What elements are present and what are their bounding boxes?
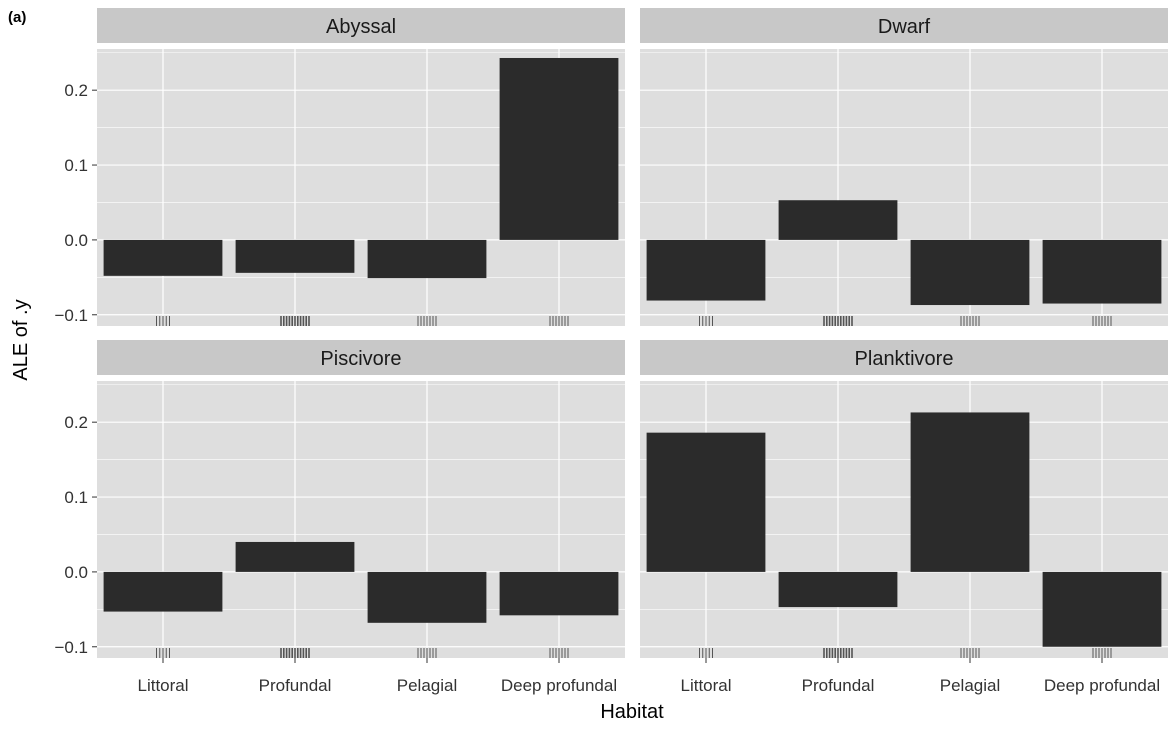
- y-tick-label: 0.1: [64, 156, 88, 175]
- bar-piscivore-pelagial: [367, 571, 487, 623]
- facet-abyssal: Abyssal −0.1 0.0 0.1 0.2: [54, 8, 625, 326]
- rug-pelagial: [960, 648, 980, 658]
- bar-planktivore-deep-profundal: [1042, 571, 1162, 647]
- bar-dwarf-pelagial: [910, 239, 1030, 306]
- y-tick-label: −0.1: [54, 638, 88, 657]
- bar-planktivore-pelagial: [910, 412, 1030, 572]
- rug-deep-profundal: [1092, 316, 1112, 326]
- bar-abyssal-pelagial: [367, 239, 487, 279]
- y-tick-label: 0.1: [64, 488, 88, 507]
- bar-piscivore-profundal: [235, 541, 355, 572]
- y-tick-label: −0.1: [54, 306, 88, 325]
- facet-title: Piscivore: [320, 348, 401, 370]
- bar-dwarf-profundal: [778, 200, 898, 240]
- rug-profundal: [823, 316, 853, 326]
- rug-deep-profundal: [1092, 648, 1112, 658]
- bar-abyssal-littoral: [103, 239, 223, 276]
- facet-title: Planktivore: [855, 348, 954, 370]
- rug-pelagial: [960, 316, 980, 326]
- rug-pelagial: [417, 316, 437, 326]
- bar-piscivore-littoral: [103, 571, 223, 612]
- rug-littoral: [156, 648, 170, 658]
- x-tick-label: Pelagial: [940, 676, 1001, 695]
- facet-panels: Abyssal −0.1 0.0 0.1 0.2 Dwarf Piscivore −0.1 0.…: [54, 8, 1168, 695]
- panel-label: (a): [8, 9, 26, 26]
- facet-dwarf: Dwarf: [640, 8, 1168, 326]
- facet-strip: [640, 340, 1168, 375]
- y-tick-label: 0.0: [64, 563, 88, 582]
- x-axis-title: Habitat: [600, 701, 664, 723]
- x-tick-label: Profundal: [259, 676, 332, 695]
- facet-piscivore: Piscivore −0.1 0.0 0.1 0.2 Littoral Profundal P…: [54, 340, 625, 695]
- y-axis-title: ALE of .y: [10, 299, 32, 380]
- rug-profundal: [823, 648, 853, 658]
- bar-piscivore-deep-profundal: [499, 571, 619, 616]
- facet-title: Dwarf: [878, 16, 931, 38]
- x-tick-label: Littoral: [680, 676, 731, 695]
- facet-strip: [97, 8, 625, 43]
- bar-abyssal-deep-profundal: [499, 57, 619, 240]
- facet-title: Abyssal: [326, 16, 396, 38]
- bar-abyssal-profundal: [235, 239, 355, 273]
- rug-profundal: [280, 316, 310, 326]
- facet-planktivore: Planktivore Littoral Profundal Pelagial Deep…: [640, 340, 1168, 695]
- x-tick-label: Profundal: [802, 676, 875, 695]
- bar-dwarf-deep-profundal: [1042, 239, 1162, 304]
- x-tick-label: Littoral: [137, 676, 188, 695]
- bar-dwarf-littoral: [646, 239, 766, 301]
- y-tick-label: 0.2: [64, 81, 88, 100]
- rug-pelagial: [417, 648, 437, 658]
- rug-littoral: [699, 648, 713, 658]
- bar-planktivore-littoral: [646, 432, 766, 572]
- rug-profundal: [280, 648, 310, 658]
- x-tick-label: Deep profundal: [501, 676, 617, 695]
- rug-littoral: [699, 316, 713, 326]
- facet-strip: [640, 8, 1168, 43]
- rug-deep-profundal: [549, 648, 569, 658]
- facet-strip: [97, 340, 625, 375]
- x-tick-label: Deep profundal: [1044, 676, 1160, 695]
- rug-deep-profundal: [549, 316, 569, 326]
- y-tick-label: 0.2: [64, 413, 88, 432]
- y-tick-label: 0.0: [64, 231, 88, 250]
- bar-planktivore-profundal: [778, 571, 898, 608]
- rug-littoral: [156, 316, 170, 326]
- x-tick-label: Pelagial: [397, 676, 458, 695]
